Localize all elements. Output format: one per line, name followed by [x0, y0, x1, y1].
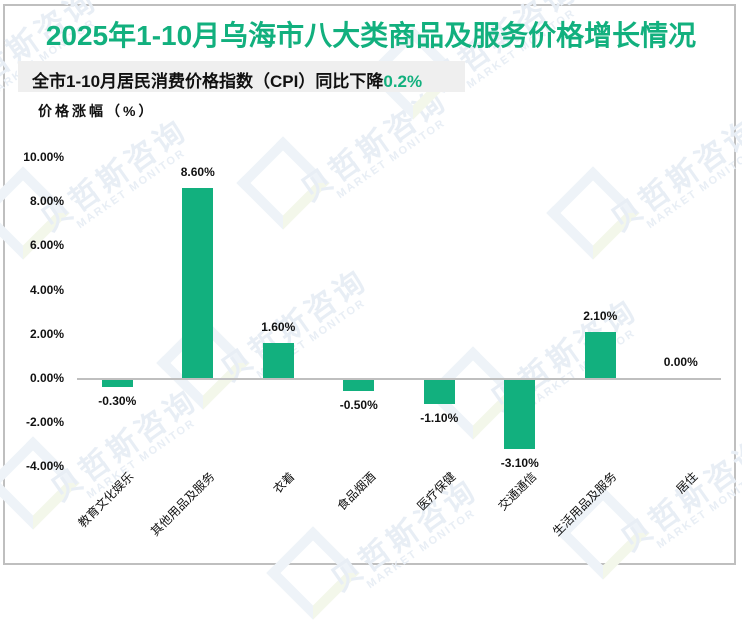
chart-frame [3, 4, 736, 565]
y-tick-label: 2.00% [29, 326, 64, 341]
data-label: -3.10% [500, 455, 539, 470]
bar [343, 380, 375, 392]
bar [182, 187, 214, 378]
subtitle: 全市1-10月居民消费价格指数（CPI）同比下降0.2% [32, 67, 422, 92]
subtitle-highlight-value: 0.2% [383, 72, 423, 91]
data-label: 8.60% [180, 164, 215, 179]
y-tick-label: 0.00% [29, 371, 64, 385]
data-label: 1.60% [261, 319, 296, 334]
bar [423, 380, 455, 405]
subtitle-text: 全市1-10月居民消费价格指数（CPI）同比下降 [32, 72, 384, 91]
x-axis-line [77, 378, 721, 380]
subtitle-box: 全市1-10月居民消费价格指数（CPI）同比下降0.2% [18, 61, 465, 92]
y-tick-label: 10.00% [23, 150, 64, 164]
y-tick-label: -2.00% [25, 415, 64, 430]
bar [101, 380, 133, 387]
data-label: -1.10% [420, 411, 459, 426]
bar [504, 380, 536, 449]
y-tick-label: 4.00% [29, 282, 64, 297]
data-label: -0.50% [339, 398, 378, 413]
chart-title: 2025年1-10月乌海市八大类商品及服务价格增长情况 [45, 20, 697, 51]
y-tick-label: 8.00% [29, 194, 64, 209]
bar [584, 331, 616, 378]
y-tick-label: 6.00% [29, 238, 64, 253]
data-label: -0.30% [98, 393, 137, 408]
data-label: 2.10% [583, 308, 618, 323]
data-label: 0.00% [663, 355, 698, 369]
y-tick-label: -4.00% [25, 459, 64, 474]
bar [262, 342, 294, 378]
y-axis-label: 价格涨幅（%） [38, 103, 156, 119]
